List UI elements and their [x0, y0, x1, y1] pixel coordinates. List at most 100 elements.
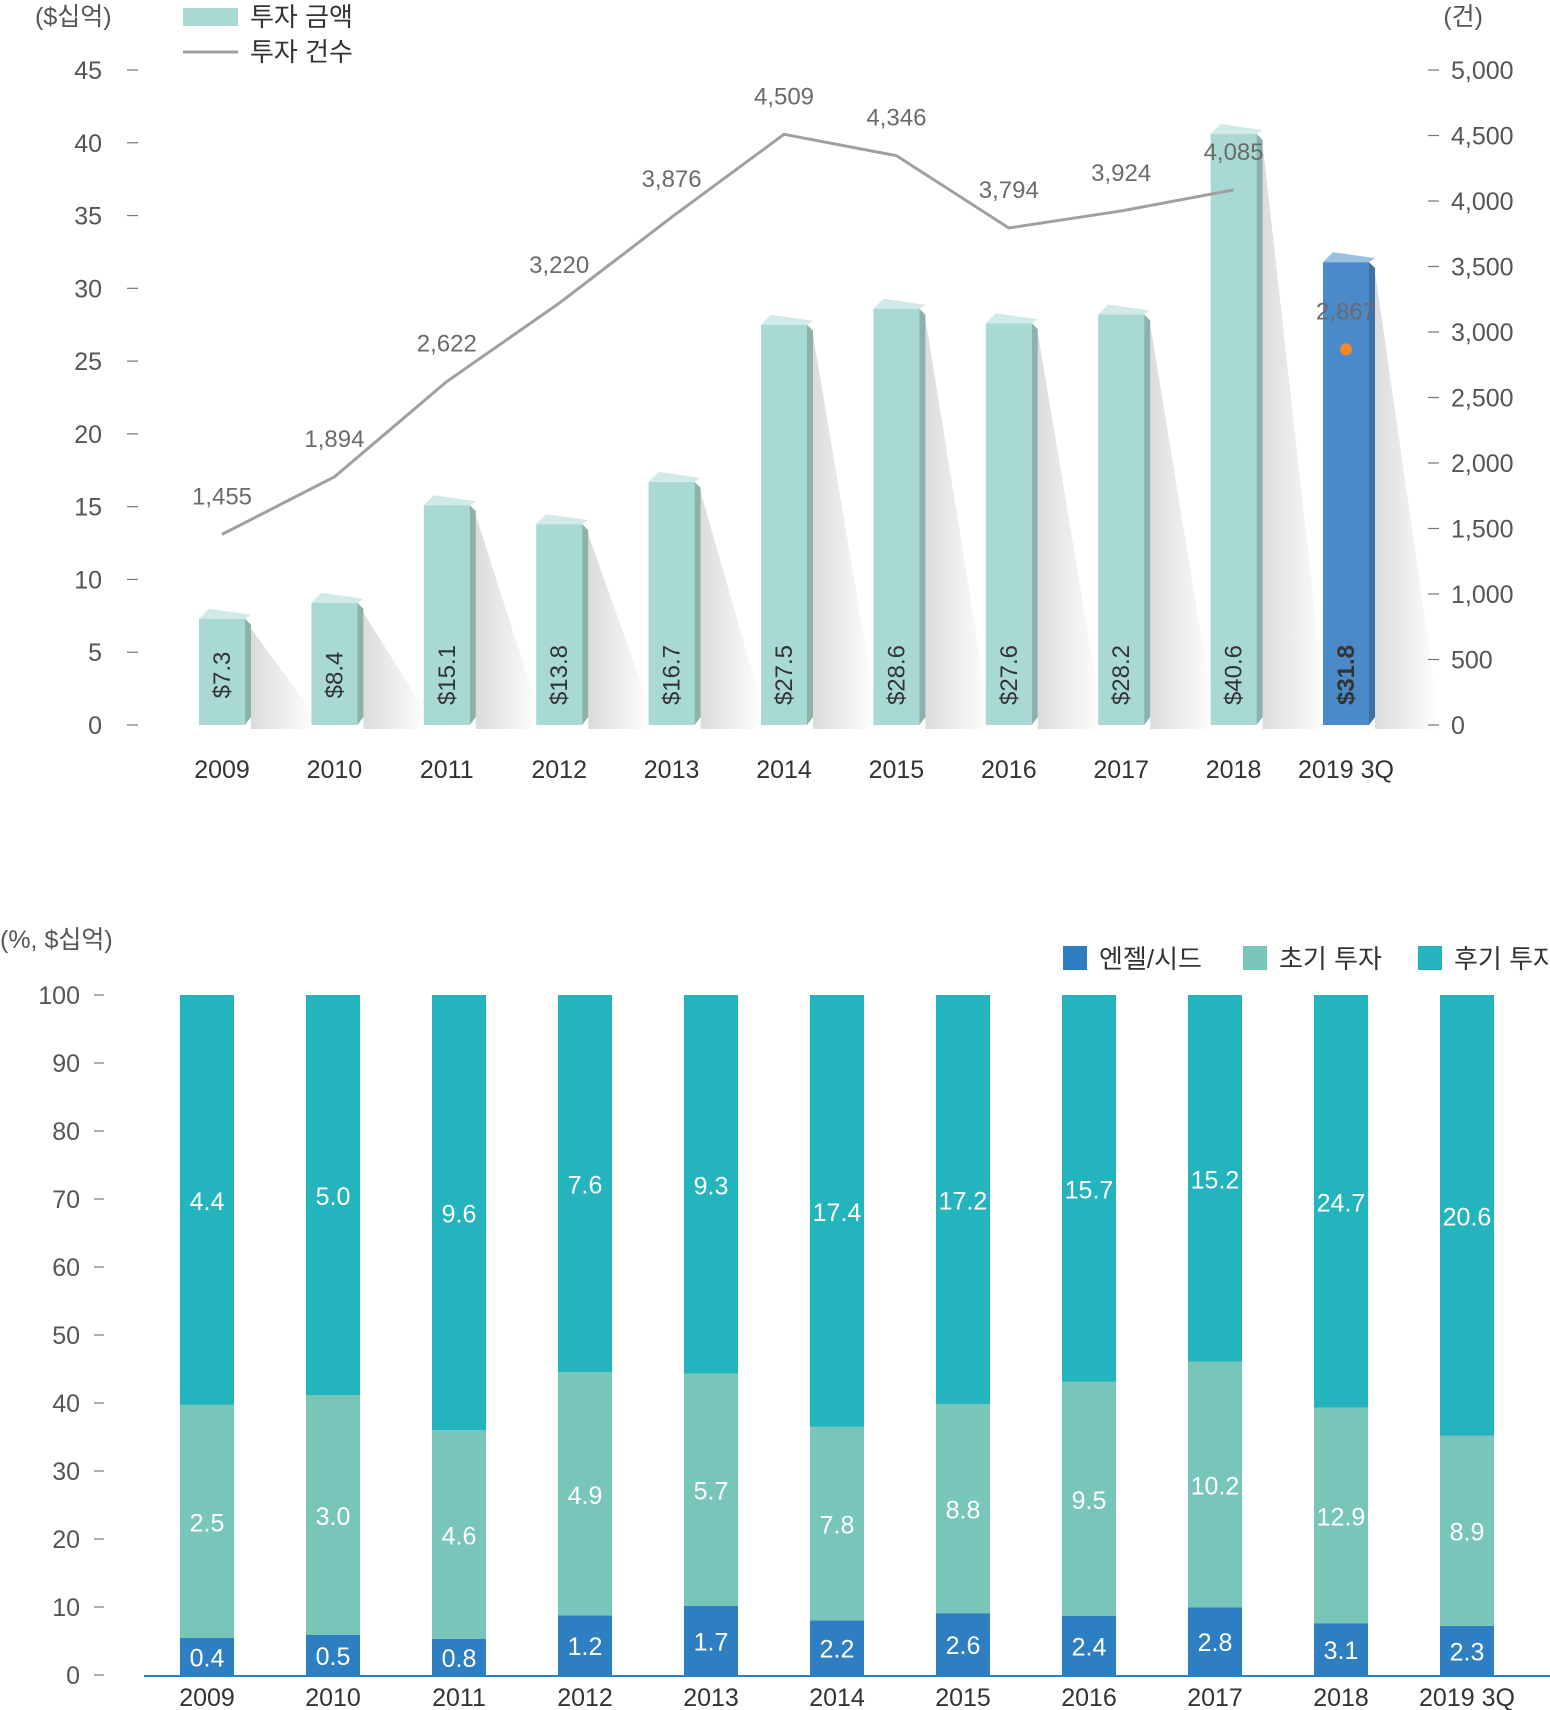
amount-bar-side	[469, 505, 476, 725]
x-category-label: 2019 3Q	[1419, 1684, 1515, 1710]
segment-value-label: 2.3	[1450, 1638, 1485, 1666]
stacked-bar	[1062, 995, 1116, 1675]
stacked-bar	[306, 995, 360, 1675]
bar-segment	[684, 1373, 738, 1606]
right-tick-label: 2,500	[1451, 385, 1514, 413]
x-category-label: 2009	[179, 1684, 235, 1710]
right-tick-label: 4,000	[1451, 188, 1514, 216]
legend-swatch	[1063, 946, 1087, 970]
amount-bar-top	[423, 495, 476, 506]
left-axis-unit: ($십억)	[35, 3, 112, 31]
bar-segment	[1440, 1435, 1494, 1626]
amount-bar-front	[1210, 134, 1257, 726]
bar-segment	[558, 1615, 612, 1675]
x-category-label: 2015	[935, 1684, 991, 1710]
bar-segment	[558, 1372, 612, 1616]
segment-value-label: 10.2	[1191, 1473, 1240, 1501]
amount-bar-top	[1210, 124, 1263, 135]
amount-value-label: $28.6	[883, 645, 910, 705]
bar-segment	[432, 995, 486, 1431]
segment-value-label: 2.4	[1072, 1633, 1107, 1661]
segment-value-label: 4.6	[442, 1522, 477, 1550]
count-value-label: 4,509	[754, 83, 814, 110]
segment-value-label: 15.7	[1065, 1176, 1114, 1204]
right-tick-label: 3,500	[1451, 254, 1514, 282]
amount-bar-shadow	[475, 515, 540, 729]
x-category-label: 2013	[683, 1684, 739, 1710]
amount-bar-side	[245, 618, 251, 725]
amount-bar-front	[761, 324, 807, 725]
bar-segment	[810, 995, 864, 1427]
segment-value-label: 1.2	[568, 1633, 603, 1661]
left-tick-label: 25	[74, 348, 102, 376]
segment-value-label: 24.7	[1317, 1189, 1366, 1217]
right-tick-label: 0	[1451, 712, 1465, 740]
amount-bar-side	[1031, 323, 1038, 725]
bar-segment	[1188, 1361, 1242, 1608]
amount-bar	[1098, 304, 1215, 729]
count-line	[221, 132, 1234, 536]
stacked-bar	[810, 995, 864, 1675]
left-tick-label: 5	[88, 639, 102, 667]
x-category-label: 2017	[1093, 756, 1149, 784]
bar-segment	[936, 995, 990, 1404]
x-category-label: 2012	[531, 756, 587, 784]
legend-label: 초기 투자	[1279, 944, 1382, 974]
legend-label-amount: 투자 금액	[250, 2, 353, 32]
amount-bar-side	[807, 324, 813, 725]
x-category-label: 2016	[981, 756, 1037, 784]
stacked-bar	[1440, 995, 1494, 1675]
legend-label: 후기 투자	[1454, 944, 1550, 974]
segment-value-label: 5.0	[316, 1183, 351, 1211]
x-category-label: 2017	[1187, 1684, 1243, 1710]
amount-bar-side	[919, 308, 926, 725]
amount-bar-shadow	[251, 628, 315, 729]
investment-stage-share-chart: (%, $십억) 0 10 20 30 40 50 60 70 80 90 100 엔젤/시드 초기 투자…	[0, 926, 1550, 1710]
amount-bar	[199, 608, 315, 729]
amount-bar-front	[1098, 314, 1145, 725]
segment-value-label: 9.5	[1072, 1487, 1107, 1515]
amount-bar-side	[357, 602, 364, 725]
amount-bar-shadow	[1150, 324, 1215, 729]
right-tick-label: 3,000	[1451, 319, 1514, 347]
y-tick-label: 40	[52, 1390, 80, 1418]
amount-value-label: $16.7	[659, 645, 686, 705]
x-category-label: 2014	[756, 756, 812, 784]
segment-value-label: 2.8	[1198, 1629, 1233, 1657]
segment-value-label: 2.6	[946, 1632, 981, 1660]
right-tick-label: 1,000	[1451, 581, 1514, 609]
amount-value-label: $27.6	[996, 645, 1023, 705]
left-tick-label: 15	[74, 494, 102, 522]
segment-value-label: 0.5	[316, 1643, 351, 1671]
amount-value-label: $7.3	[209, 652, 236, 699]
count-value-label: 4,085	[1204, 139, 1264, 166]
count-value-label: 3,876	[642, 166, 702, 193]
stacked-bar	[432, 995, 486, 1675]
amount-bar-top	[648, 471, 701, 482]
legend-swatch	[1243, 946, 1267, 970]
bar-segment	[684, 1605, 738, 1675]
amount-value-label: $27.5	[771, 645, 798, 705]
stacked-bar	[936, 995, 990, 1675]
x-category-label: 2018	[1313, 1684, 1369, 1710]
amount-bar-front	[1323, 262, 1369, 725]
y-tick-label: 10	[52, 1594, 80, 1622]
bar-segment	[306, 1635, 360, 1675]
legend-label: 엔젤/시드	[1099, 944, 1202, 974]
segment-value-label: 8.9	[1450, 1519, 1485, 1547]
y-tick-label: 100	[38, 982, 80, 1010]
amount-bar-shadow	[1375, 272, 1439, 729]
x-category-label: 2018	[1206, 756, 1262, 784]
left-tick-label: 30	[74, 275, 102, 303]
segment-value-label: 15.2	[1191, 1166, 1240, 1194]
y-tick-label: 60	[52, 1254, 80, 1282]
bar-segment	[1314, 995, 1368, 1408]
amount-bar	[1210, 124, 1327, 730]
amount-bar	[761, 314, 877, 729]
x-category-label: 2010	[305, 1684, 361, 1710]
bar-segment	[1188, 995, 1242, 1362]
x-category-label: 2013	[644, 756, 700, 784]
amount-bar-side	[694, 481, 701, 725]
amount-bar-shadow	[1037, 333, 1102, 729]
amount-bar-top	[199, 608, 251, 619]
